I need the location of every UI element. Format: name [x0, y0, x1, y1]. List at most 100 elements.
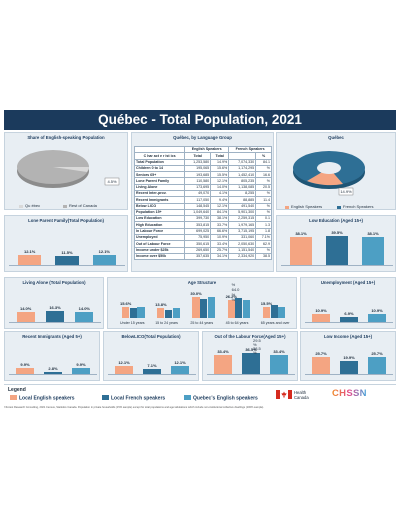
share-callout: 4.5%	[107, 179, 117, 184]
recent-immigrants-panel-bar	[16, 367, 34, 374]
unemployment-panel-value: 6.9%	[344, 311, 354, 317]
recent-immigrants-panel: Recent Immigrants (Aged 5+) 9.9% 2.8% 9.9%	[4, 331, 100, 381]
living-alone-panel: Living Alone (Total Population) 14.0% 16.3…	[4, 277, 104, 329]
low-education-panel-value: 39.5%	[331, 230, 343, 236]
out-of-labour-panel-value: 33.4%	[273, 348, 285, 354]
age-structure-value: 26.2%	[225, 293, 237, 299]
share-chart-panel: Share of English-speaking Population 4.5…	[4, 132, 128, 210]
living-alone-panel-bar	[45, 310, 65, 322]
table-cell-english-pct: 34.1%	[210, 252, 230, 261]
language-table: English Speakers French Speakers C har a…	[133, 145, 272, 261]
age-structure-bar	[129, 308, 137, 318]
age-structure-bar	[243, 299, 251, 318]
legend-local-english-label: Local English speakers	[19, 395, 75, 402]
low-education-panel-bar	[361, 237, 385, 265]
table-cell-french-pct: 38.5	[255, 252, 272, 261]
legend-quebec-english: Quebec's English speakers	[184, 395, 258, 402]
low-education-panel-title: Low Education (Aged 15+)	[309, 218, 363, 223]
swatch-quebec	[19, 204, 23, 208]
age-structure-bar	[137, 307, 145, 318]
recent-immigrants-panel-bar	[72, 367, 90, 374]
table-row: Out of Labour Force 350,615 33.4% 2,050,630…	[133, 240, 272, 248]
below-lico-panel-title: BelowLICO(Total Population)	[121, 334, 181, 339]
chssn-logo-text: CHSSN	[332, 388, 367, 399]
health-canada-logo: Health Canada	[276, 390, 309, 400]
age-structure-bar	[164, 309, 173, 318]
table-header-row-2: C har act e r ist ics Total Total %	[133, 152, 272, 160]
age-structure-title: Age Structure	[187, 280, 217, 285]
low-education-panel-bar	[325, 236, 349, 265]
language-chart-panel: Québec 14.9% English Speakers French Spe…	[276, 132, 396, 210]
age-structure-category-label: 45 to 64 years	[225, 321, 249, 325]
out-of-labour-panel-bar	[242, 352, 260, 374]
out-of-labour-panel-stray-label: %	[253, 350, 257, 355]
legend-local-french-label: Local French speakers	[111, 395, 166, 402]
low-income-panel-bar	[368, 357, 386, 374]
table-row: In Labour Force 699,025 66.6% 3,715,195 1.8	[133, 227, 272, 235]
table-title: Québec, by Language Group	[173, 135, 232, 140]
below-lico-panel-value: 12.1%	[118, 360, 130, 366]
age-structure-bar	[262, 307, 270, 318]
age-structure-bar	[121, 307, 130, 318]
table-cell-french-total: 2,334,920	[228, 252, 257, 261]
table-cell-characteristic: Income over $50k	[133, 252, 186, 261]
table-row: Below LICO 148,545 12.1% 491,540%	[133, 202, 272, 210]
table-row: Population 15+ 1,049,640 84.1% 5,901,300%	[133, 208, 272, 217]
share-legend-quebec-label: Qu ébec	[25, 203, 41, 208]
table-row: Income over $50k 357,635 34.1% 2,334,920 38.…	[133, 252, 272, 261]
unemployment-panel-bar	[368, 314, 386, 322]
lone-parent-panel-baseline	[9, 265, 125, 266]
low-income-panel-value: 25.7%	[371, 351, 383, 357]
table-row: Lone Parent Family 110,580 12.1% 805,235%	[133, 177, 272, 185]
table-row: Unemployed 75,950 10.9% 331,060 7.1%	[133, 233, 272, 242]
age-structure-bar	[270, 304, 278, 318]
table-row: Income under $25k 269,650 25.7% 1,151,540%	[133, 246, 272, 254]
age-structure-bar	[157, 308, 165, 318]
age-structure-stray-label: 64.0	[231, 287, 240, 292]
language-table-panel: Québec, by Language Group English Speake…	[131, 132, 274, 272]
low-income-panel-value: 25.7%	[315, 351, 327, 357]
recent-immigrants-panel-value: 9.9%	[20, 361, 30, 367]
low-education-panel-bar	[289, 237, 313, 265]
age-structure-value: 15.5%	[260, 301, 273, 307]
out-of-labour-panel-value: 33.4%	[217, 348, 229, 354]
unemployment-panel-bar	[312, 314, 330, 322]
legend: Legend Local English speakers Local Fren…	[4, 384, 396, 406]
legend-heading: Legend	[8, 387, 26, 393]
below-lico-panel: BelowLICO(Total Population) 12.1% 7.1% 12.1…	[103, 331, 199, 381]
living-alone-panel-value: 14.0%	[19, 306, 32, 312]
lone-parent-panel-value: 12.1%	[23, 249, 36, 255]
lone-parent-panel-value: 12.1%	[98, 249, 110, 255]
living-alone-panel-title: Living Alone (Total Population)	[22, 280, 86, 285]
swatch-rest	[63, 204, 67, 208]
age-structure-bar	[235, 298, 243, 318]
hc-logo-line1: Health	[294, 390, 307, 395]
table-row: Recent Inter-prov. 49,070 4.1% 8,255%	[133, 189, 272, 198]
low-income-panel-baseline	[305, 374, 393, 375]
recent-immigrants-panel-baseline	[9, 374, 97, 375]
recent-immigrants-panel-bar	[44, 372, 62, 374]
out-of-labour-panel-title: Out of the Labour Force(Aged 15+)	[214, 334, 286, 339]
age-structure-bar	[172, 308, 180, 318]
living-alone-panel-value: 16.3%	[49, 304, 61, 310]
low-income-panel: Low Income (Aged 15+) 25.7% 19.9% 25.7%	[300, 331, 396, 381]
age-structure-bars: 15.6% 13.8% 30.0% 26.2% 15.5%% 64.0%%	[116, 282, 292, 318]
language-pie-chart: 14.9%	[293, 151, 365, 196]
age-structure-category-label: 25 to 44 years	[190, 321, 214, 325]
low-income-panel-value: 19.9%	[343, 355, 355, 361]
page-title: Québec - Total Population, 2021	[4, 110, 396, 130]
low-income-panel-bar	[312, 357, 330, 374]
low-education-panel-value: 38.1%	[295, 231, 307, 237]
swatch-english	[285, 205, 289, 209]
below-lico-panel-bar	[115, 366, 133, 374]
unemployment-panel-title: Unemployment (Aged 15+)	[320, 280, 376, 285]
out-of-labour-panel-stray-label: 38.5	[253, 346, 261, 351]
share-legend-rest: Rest of Canada	[63, 203, 97, 208]
table-row: Living Alone 173,695 14.0% 1,138,085 20.5	[133, 183, 272, 191]
lone-parent-panel-bar	[55, 255, 79, 265]
age-structure-category-label: Under 15 years	[120, 321, 145, 325]
language-legend-english-label: English Speakers	[291, 204, 323, 209]
out-of-labour-panel-value: 36.5%	[245, 346, 257, 352]
low-income-panel-title: Low Income (Aged 15+)	[323, 334, 373, 339]
unemployment-panel: Unemployment (Aged 15+) 10.9% 6.9% 10.9%	[300, 277, 396, 329]
